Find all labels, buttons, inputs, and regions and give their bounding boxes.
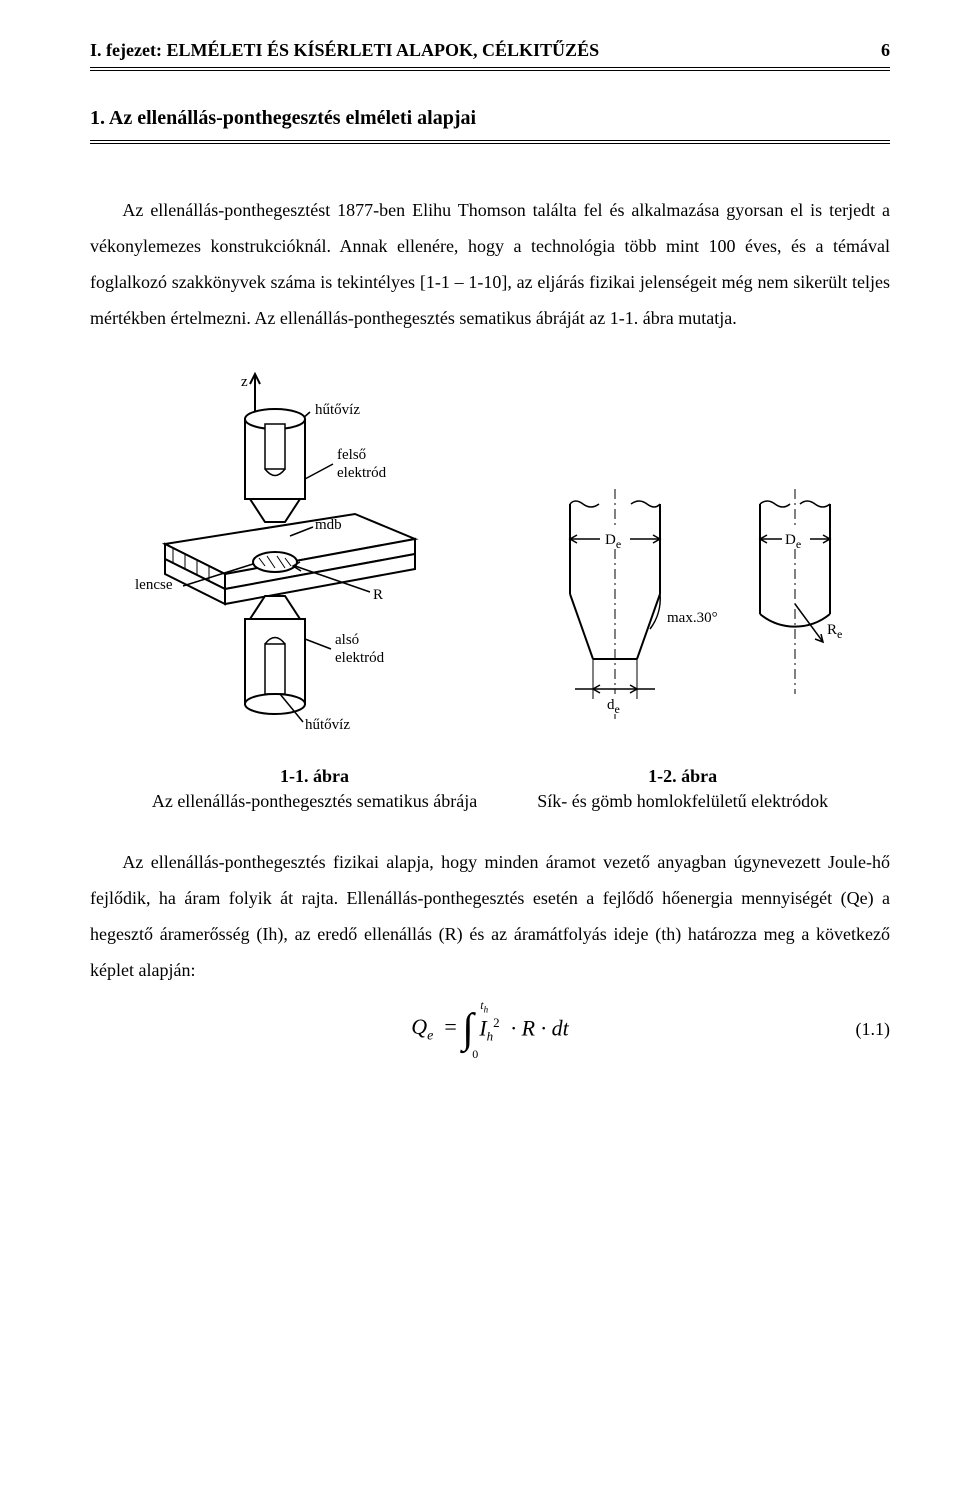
- label-Re-sub: e: [837, 627, 842, 641]
- svg-text:Re: Re: [827, 622, 842, 641]
- equation-number: (1.1): [856, 1019, 891, 1040]
- label-z: z: [241, 374, 248, 390]
- figures-row: z hűtővíz felső elektród: [90, 364, 890, 754]
- eq-int-upper-sub: h: [484, 1005, 489, 1015]
- eq-I-sub: h: [487, 1028, 494, 1043]
- label-elektrod-top: elektród: [337, 465, 387, 481]
- eq-Q: Q: [411, 1014, 427, 1039]
- label-De-sub: e: [616, 537, 621, 551]
- eq-R: R: [522, 1015, 535, 1040]
- label-De2: D: [785, 532, 796, 548]
- label-mdb: mdb: [315, 517, 342, 533]
- captions-row: 1-1. ábra Az ellenállás-ponthegesztés se…: [90, 764, 890, 814]
- label-hutoviz-bot: hűtővíz: [305, 717, 350, 733]
- caption-1-2: 1-2. ábra Sík- és gömb homlokfelületű el…: [537, 764, 828, 814]
- label-De: D: [605, 532, 616, 548]
- equation-1-1: Qe = ∫ th 0 Ih2 · R · dt (1.1): [90, 1008, 890, 1050]
- header-title: I. fejezet: ELMÉLETI ÉS KÍSÉRLETI ALAPOK…: [90, 40, 599, 61]
- caption-1-1-text: Az ellenállás-ponthegesztés sematikus áb…: [152, 789, 477, 814]
- label-max30: max.30°: [667, 610, 718, 626]
- eq-int-lower: 0: [472, 1047, 478, 1062]
- section-rule: [90, 140, 890, 144]
- label-also: alsó: [335, 632, 359, 648]
- label-elektrod-bot: elektród: [335, 650, 385, 666]
- page-number: 6: [881, 40, 890, 61]
- label-de-sub: e: [615, 702, 620, 716]
- eq-I: I: [479, 1015, 486, 1040]
- label-lencse: lencse: [135, 577, 173, 593]
- label-Re: R: [827, 622, 837, 638]
- figure-1-1-svg: z hűtővíz felső elektród: [125, 364, 445, 754]
- page-header: I. fejezet: ELMÉLETI ÉS KÍSÉRLETI ALAPOK…: [90, 40, 890, 61]
- eq-Q-sub: e: [427, 1029, 433, 1044]
- header-rule: [90, 67, 890, 71]
- label-hutoviz-top: hűtővíz: [315, 402, 360, 418]
- section-title: 1. Az ellenállás-ponthegesztés elméleti …: [90, 107, 890, 130]
- figure-1-2: De max.30° de: [515, 484, 855, 754]
- figure-1-2-svg: De max.30° de: [515, 484, 855, 754]
- label-R: R: [373, 587, 383, 603]
- caption-1-2-text: Sík- és gömb homlokfelületű elektródok: [537, 789, 828, 814]
- label-De2-sub: e: [796, 537, 801, 551]
- label-felso: felső: [337, 447, 366, 463]
- eq-equals: =: [444, 1014, 456, 1039]
- caption-1-1: 1-1. ábra Az ellenállás-ponthegesztés se…: [152, 764, 477, 814]
- paragraph-1: Az ellenállás-ponthegesztést 1877-ben El…: [90, 192, 890, 336]
- eq-dt: dt: [552, 1015, 569, 1040]
- caption-1-2-title: 1-2. ábra: [537, 764, 828, 789]
- dome-electrode: De Re: [760, 489, 842, 694]
- flat-electrode: De max.30° de: [570, 489, 718, 719]
- page: I. fejezet: ELMÉLETI ÉS KÍSÉRLETI ALAPOK…: [0, 0, 960, 1499]
- caption-1-1-title: 1-1. ábra: [152, 764, 477, 789]
- paragraph-2: Az ellenállás-ponthegesztés fizikai alap…: [90, 844, 890, 988]
- figure-1-1: z hűtővíz felső elektród: [125, 364, 445, 754]
- eq-I-sup: 2: [493, 1015, 500, 1030]
